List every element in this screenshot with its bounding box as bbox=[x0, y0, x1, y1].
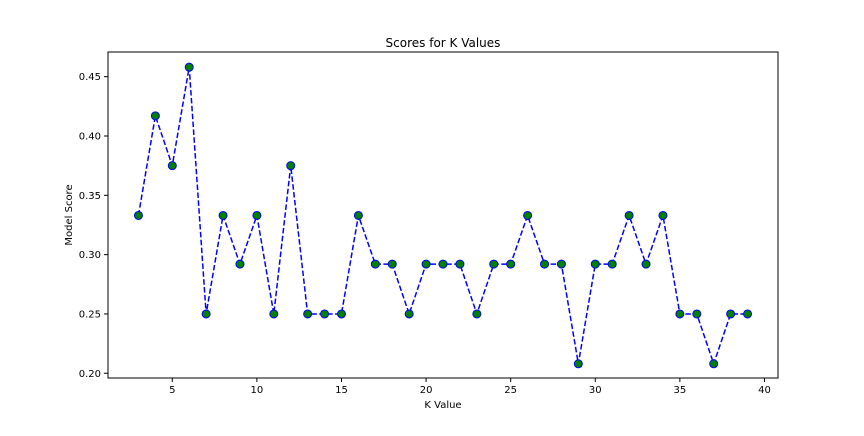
x-tick-label: 40 bbox=[758, 385, 771, 396]
data-point bbox=[624, 210, 634, 220]
data-point bbox=[336, 309, 346, 319]
data-point bbox=[353, 210, 363, 220]
data-point bbox=[607, 259, 617, 269]
data-point bbox=[404, 309, 414, 319]
data-point bbox=[709, 359, 719, 369]
data-point bbox=[252, 210, 262, 220]
data-point bbox=[506, 259, 516, 269]
data-point bbox=[675, 309, 685, 319]
y-axis: 0.20 0.25 0.30 0.35 0.40 0.45 bbox=[79, 72, 108, 380]
y-tick-label: 0.25 bbox=[79, 309, 101, 320]
axes-frame bbox=[107, 51, 779, 379]
x-axis: 5 10 15 20 25 30 35 40 bbox=[169, 378, 771, 396]
y-tick-label: 0.40 bbox=[79, 131, 101, 142]
data-point bbox=[658, 210, 668, 220]
data-point bbox=[184, 62, 194, 72]
chart-title: Scores for K Values bbox=[386, 36, 501, 50]
data-point bbox=[320, 309, 330, 319]
data-point bbox=[133, 210, 143, 220]
data-point bbox=[743, 309, 753, 319]
data-point bbox=[472, 309, 482, 319]
data-point bbox=[286, 161, 296, 171]
data-point bbox=[455, 259, 465, 269]
data-point bbox=[150, 111, 160, 121]
y-tick-label: 0.45 bbox=[79, 72, 101, 83]
data-point bbox=[540, 259, 550, 269]
x-tick-label: 25 bbox=[504, 385, 517, 396]
y-tick-label: 0.30 bbox=[79, 250, 101, 261]
x-tick-label: 5 bbox=[169, 385, 175, 396]
data-point bbox=[692, 309, 702, 319]
data-point bbox=[201, 309, 211, 319]
data-point bbox=[726, 309, 736, 319]
data-point bbox=[269, 309, 279, 319]
x-tick-label: 35 bbox=[674, 385, 687, 396]
y-tick-label: 0.35 bbox=[79, 191, 101, 202]
data-point bbox=[167, 161, 177, 171]
x-tick-label: 20 bbox=[420, 385, 433, 396]
data-point bbox=[556, 259, 566, 269]
y-axis-label: Model Score bbox=[64, 184, 75, 245]
x-tick-label: 30 bbox=[589, 385, 602, 396]
x-tick-label: 10 bbox=[251, 385, 264, 396]
data-point bbox=[387, 259, 397, 269]
data-point bbox=[573, 359, 583, 369]
y-tick-label: 0.20 bbox=[79, 369, 101, 380]
data-point bbox=[235, 259, 245, 269]
plot-area bbox=[133, 62, 753, 369]
data-point bbox=[370, 259, 380, 269]
x-tick-label: 15 bbox=[335, 385, 348, 396]
x-axis-label: K Value bbox=[424, 400, 461, 411]
data-point bbox=[303, 309, 313, 319]
data-point bbox=[641, 259, 651, 269]
data-point bbox=[421, 259, 431, 269]
data-point bbox=[218, 210, 228, 220]
data-point bbox=[489, 259, 499, 269]
data-point bbox=[438, 259, 448, 269]
data-point bbox=[523, 210, 533, 220]
data-point bbox=[590, 259, 600, 269]
